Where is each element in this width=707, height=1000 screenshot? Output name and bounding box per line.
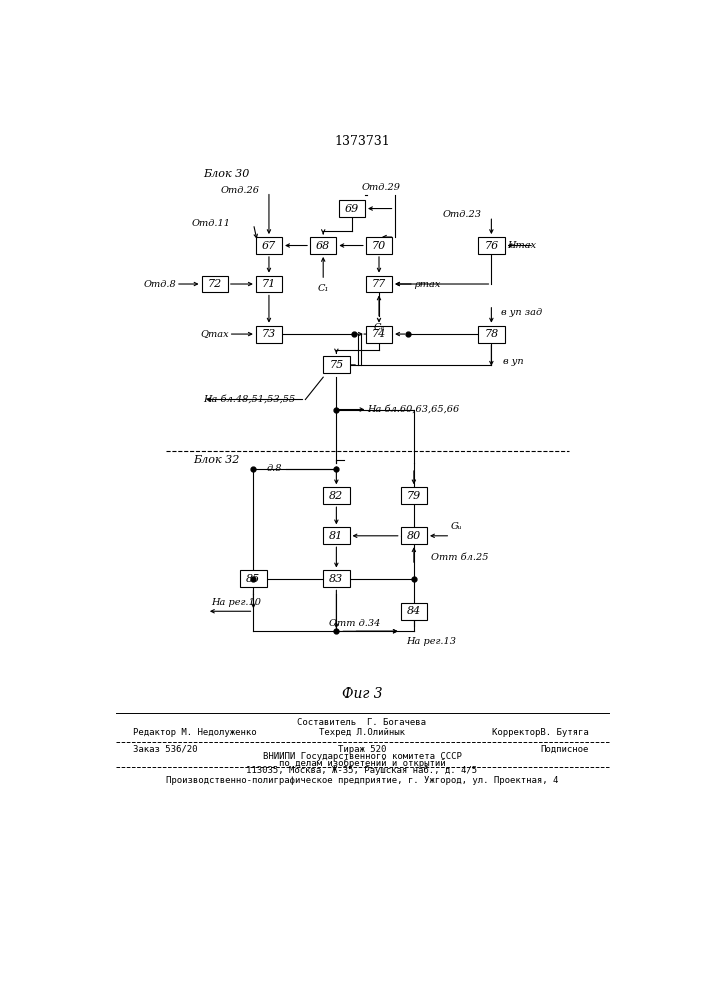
- Text: Отд.23: Отд.23: [443, 210, 482, 219]
- Text: Отд.8: Отд.8: [144, 280, 176, 289]
- Bar: [478, 326, 505, 343]
- Text: 73: 73: [262, 329, 276, 339]
- Bar: [366, 276, 392, 292]
- Text: На бл.48,51,53,55: На бл.48,51,53,55: [203, 395, 296, 404]
- Text: д.8: д.8: [267, 464, 282, 473]
- Bar: [323, 570, 349, 587]
- Text: Qmax: Qmax: [200, 330, 228, 339]
- Text: ВНИИПИ Государственного комитета СССР: ВНИИПИ Государственного комитета СССР: [262, 752, 462, 761]
- Bar: [401, 487, 427, 504]
- Bar: [240, 570, 267, 587]
- Text: 79: 79: [407, 491, 421, 501]
- Text: Заказ 536/20: Заказ 536/20: [134, 745, 198, 754]
- Text: 77: 77: [372, 279, 386, 289]
- Text: 84: 84: [407, 606, 421, 616]
- Text: Фиг 3: Фиг 3: [341, 687, 382, 701]
- Text: в уп зад: в уп зад: [501, 308, 542, 317]
- Text: Отд.26: Отд.26: [221, 186, 259, 195]
- Bar: [478, 237, 505, 254]
- Text: На рег.13: На рег.13: [406, 637, 456, 646]
- Text: Отд.11: Отд.11: [191, 219, 230, 228]
- Bar: [366, 326, 392, 343]
- Text: Блок 32: Блок 32: [193, 455, 240, 465]
- Text: 81: 81: [329, 531, 344, 541]
- Bar: [339, 200, 365, 217]
- Text: КорректорВ. Бутяга: КорректорВ. Бутяга: [491, 728, 588, 737]
- Text: Cₑ: Cₑ: [373, 323, 385, 332]
- Text: На бл.60,63,65,66: На бл.60,63,65,66: [368, 405, 460, 414]
- Bar: [323, 356, 349, 373]
- Text: Производственно-полиграфическое предприятие, г. Ужгород, ул. Проектная, 4: Производственно-полиграфическое предприя…: [165, 776, 558, 785]
- Bar: [256, 326, 282, 343]
- Text: 113035, Москва, Ж-35, Раушская наб., д. 4/5: 113035, Москва, Ж-35, Раушская наб., д. …: [246, 766, 477, 775]
- Text: Отд.29: Отд.29: [361, 183, 400, 192]
- Text: 68: 68: [316, 241, 330, 251]
- Text: Отт бл.25: Отт бл.25: [431, 553, 489, 562]
- Text: C₁: C₁: [317, 284, 329, 293]
- Text: Gᵤ: Gᵤ: [450, 522, 462, 531]
- Text: 70: 70: [372, 241, 386, 251]
- Bar: [401, 603, 427, 620]
- Text: 71: 71: [262, 279, 276, 289]
- Bar: [323, 527, 349, 544]
- Text: 69: 69: [345, 204, 359, 214]
- Text: 85: 85: [246, 574, 261, 584]
- Text: 80: 80: [407, 531, 421, 541]
- Text: Составитель  Г. Богачева: Составитель Г. Богачева: [298, 718, 426, 727]
- Text: Техред Л.Олийнык: Техред Л.Олийнык: [319, 728, 405, 737]
- Text: 76: 76: [484, 241, 498, 251]
- Text: 67: 67: [262, 241, 276, 251]
- Bar: [256, 276, 282, 292]
- Text: по делам изобретений и открытий: по делам изобретений и открытий: [279, 759, 445, 768]
- Text: 82: 82: [329, 491, 344, 501]
- Text: 78: 78: [484, 329, 498, 339]
- Text: 74: 74: [372, 329, 386, 339]
- Text: Подписное: Подписное: [540, 745, 588, 754]
- Text: Блок 30: Блок 30: [203, 169, 250, 179]
- Text: Hmax: Hmax: [507, 241, 536, 250]
- Text: Отт д.34: Отт д.34: [329, 619, 380, 628]
- Text: 83: 83: [329, 574, 344, 584]
- Bar: [401, 527, 427, 544]
- Text: 1373731: 1373731: [334, 135, 390, 148]
- Text: Редактор М. Недолуженко: Редактор М. Недолуженко: [134, 728, 257, 737]
- Bar: [201, 276, 228, 292]
- Text: 72: 72: [208, 279, 222, 289]
- Text: Тираж 520: Тираж 520: [338, 745, 386, 754]
- Text: ρmax: ρmax: [414, 280, 440, 289]
- Text: в уп: в уп: [503, 357, 524, 366]
- Bar: [323, 487, 349, 504]
- Text: 75: 75: [329, 360, 344, 370]
- Bar: [256, 237, 282, 254]
- Text: На рег.10: На рег.10: [211, 598, 261, 607]
- Bar: [366, 237, 392, 254]
- Bar: [310, 237, 337, 254]
